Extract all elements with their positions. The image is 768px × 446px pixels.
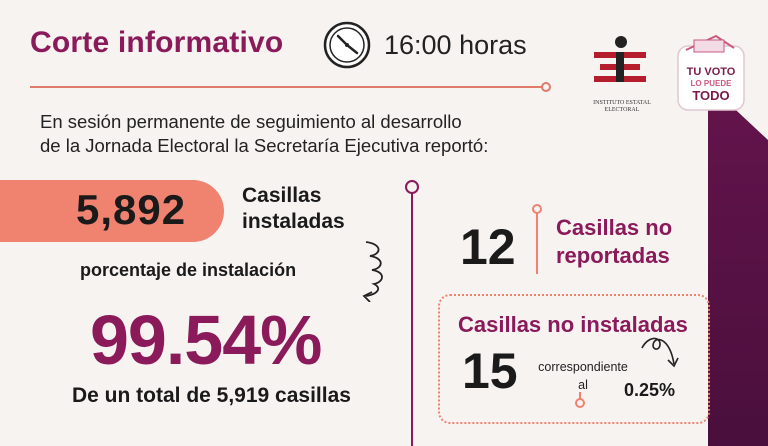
not-reported-label: Casillas no reportadas (556, 214, 672, 270)
title-divider-dot (541, 82, 551, 92)
not-reported-separator-dot (532, 204, 542, 214)
corresponding-line2: al (578, 378, 588, 392)
not-reported-line1: Casillas no (556, 215, 673, 240)
corresponding-connector-dot (575, 398, 585, 408)
center-divider (411, 186, 413, 446)
page-title: Corte informativo (30, 26, 284, 59)
title-divider (30, 86, 548, 88)
installed-count: 5,892 (76, 186, 187, 233)
corresponding-text: correspondiente al (528, 358, 638, 394)
iee-logo-text: INSTITUTO ESTATAL ELECTORAL (593, 100, 651, 113)
percentage-value: 99.54% (90, 301, 322, 379)
voto-line2: LO PUEDE (690, 79, 732, 88)
installed-pill (0, 180, 224, 242)
clock-icon (322, 20, 372, 70)
loop-arrow-icon (640, 334, 684, 374)
intro-line1: En sesión permanente de seguimiento al d… (40, 111, 462, 132)
percentage-label: porcentaje de instalación (80, 260, 297, 280)
not-reported-line2: reportadas (556, 243, 670, 268)
installed-label-line1: Casillas (242, 184, 322, 207)
total-text: De un total de 5,919 casillas (72, 384, 351, 407)
tu-voto-logo-text: TU VOTO LO PUEDE TODO (676, 66, 746, 102)
report-time: 16:00 horas (384, 30, 527, 60)
not-installed-count: 15 (462, 343, 518, 399)
corresponding-connector (579, 392, 581, 402)
installed-label-line2: instaladas (242, 210, 345, 233)
squiggle-arrow-icon (348, 238, 398, 303)
not-installed-percent: 0.25% (624, 380, 676, 400)
corresponding-line1: correspondiente (538, 360, 628, 374)
not-reported-separator (536, 212, 538, 274)
iee-logo (588, 34, 654, 114)
not-installed-box (438, 294, 710, 424)
not-reported-count: 12 (460, 219, 516, 275)
intro-text: En sesión permanente de seguimiento al d… (40, 110, 600, 158)
voto-line3: TODO (692, 88, 730, 103)
voto-line1: TU VOTO (686, 66, 736, 78)
not-installed-title: Casillas no instaladas (458, 312, 688, 337)
installed-label: Casillas instaladas (242, 183, 345, 235)
tu-voto-logo (676, 30, 746, 112)
intro-line2: de la Jornada Electoral la Secretaría Ej… (40, 135, 489, 156)
center-divider-dot (405, 180, 419, 194)
